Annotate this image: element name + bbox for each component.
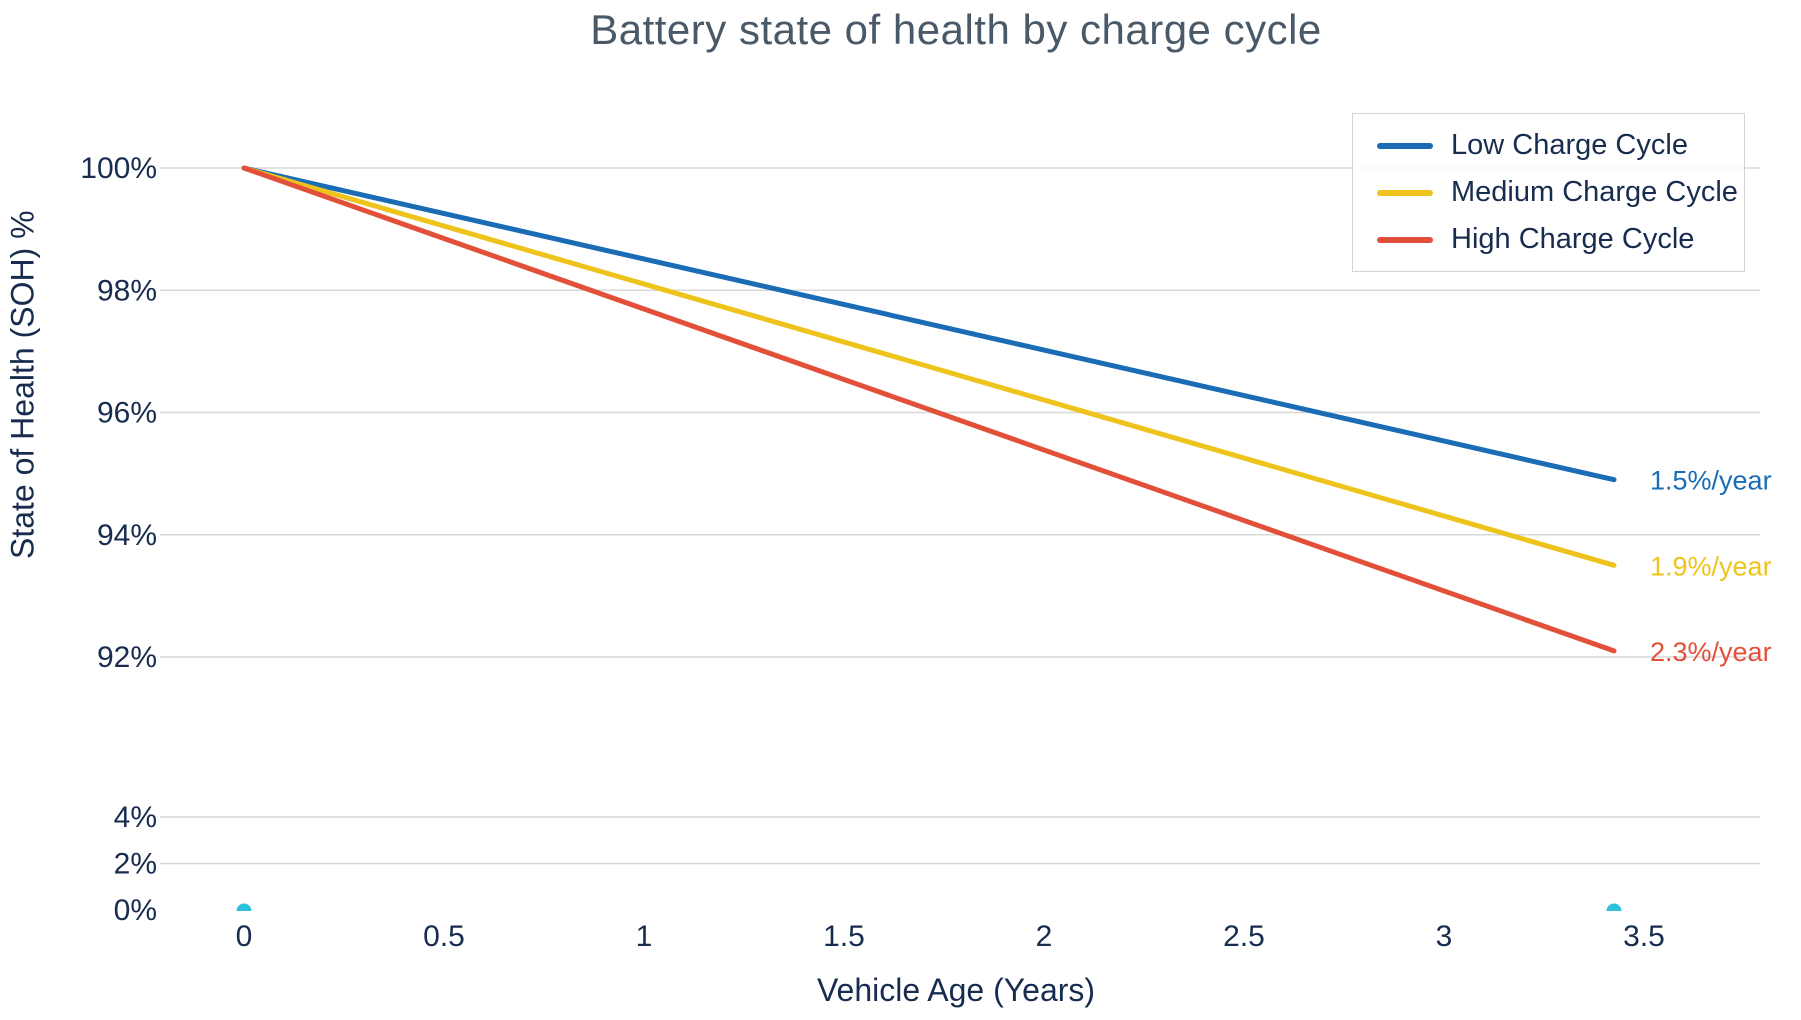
legend-label: Low Charge Cycle	[1451, 129, 1688, 161]
x-tick-label: 2	[1036, 920, 1053, 953]
y-tick-label: 100%	[80, 152, 157, 185]
clipped-point-marker-icon	[1606, 903, 1622, 911]
y-tick-label: 2%	[114, 848, 157, 881]
y-axis-title: State of Health (SOH) %	[4, 210, 41, 560]
rate-annotation: 1.5%/year	[1650, 466, 1772, 496]
legend-label: High Charge Cycle	[1451, 223, 1695, 255]
legend-line-swatch-medium-icon	[1377, 189, 1433, 196]
legend-line-swatch-low-icon	[1377, 142, 1433, 149]
legend-item-low-charge-cycle: Low Charge Cycle	[1377, 129, 1734, 162]
series-line-low-charge-cycle	[241, 165, 1617, 483]
x-tick-label: 0.5	[423, 920, 465, 953]
chart-title: Battery state of health by charge cycle	[590, 6, 1322, 53]
legend-line-swatch-high-icon	[1377, 236, 1433, 243]
x-tick-label: 3.5	[1623, 920, 1665, 953]
y-tick-label: 94%	[97, 519, 157, 552]
rate-annotation: 2.3%/year	[1650, 637, 1772, 667]
x-axis-title: Vehicle Age (Years)	[816, 972, 1096, 1008]
y-tick-label: 4%	[114, 801, 157, 834]
y-tick-label: 96%	[97, 397, 157, 430]
x-tick-label: 1	[636, 920, 653, 953]
legend-item-high-charge-cycle: High Charge Cycle	[1377, 223, 1734, 256]
clipped-point-marker-icon	[236, 903, 252, 911]
x-tick-label: 3	[1436, 920, 1453, 953]
x-tick-label: 1.5	[823, 920, 865, 953]
legend-label: Medium Charge Cycle	[1451, 176, 1738, 208]
y-tick-label: 92%	[97, 641, 157, 674]
x-tick-label: 0	[236, 920, 253, 953]
legend: Low Charge Cycle Medium Charge Cycle Hig…	[1352, 113, 1745, 272]
y-tick-label: 98%	[97, 274, 157, 307]
series-line-high-charge-cycle	[241, 165, 1617, 654]
y-tick-label: 0%	[114, 894, 157, 927]
series-line-medium-charge-cycle	[241, 165, 1617, 568]
legend-item-medium-charge-cycle: Medium Charge Cycle	[1377, 176, 1738, 209]
x-tick-label: 2.5	[1223, 920, 1265, 953]
rate-annotation: 1.9%/year	[1650, 551, 1772, 581]
